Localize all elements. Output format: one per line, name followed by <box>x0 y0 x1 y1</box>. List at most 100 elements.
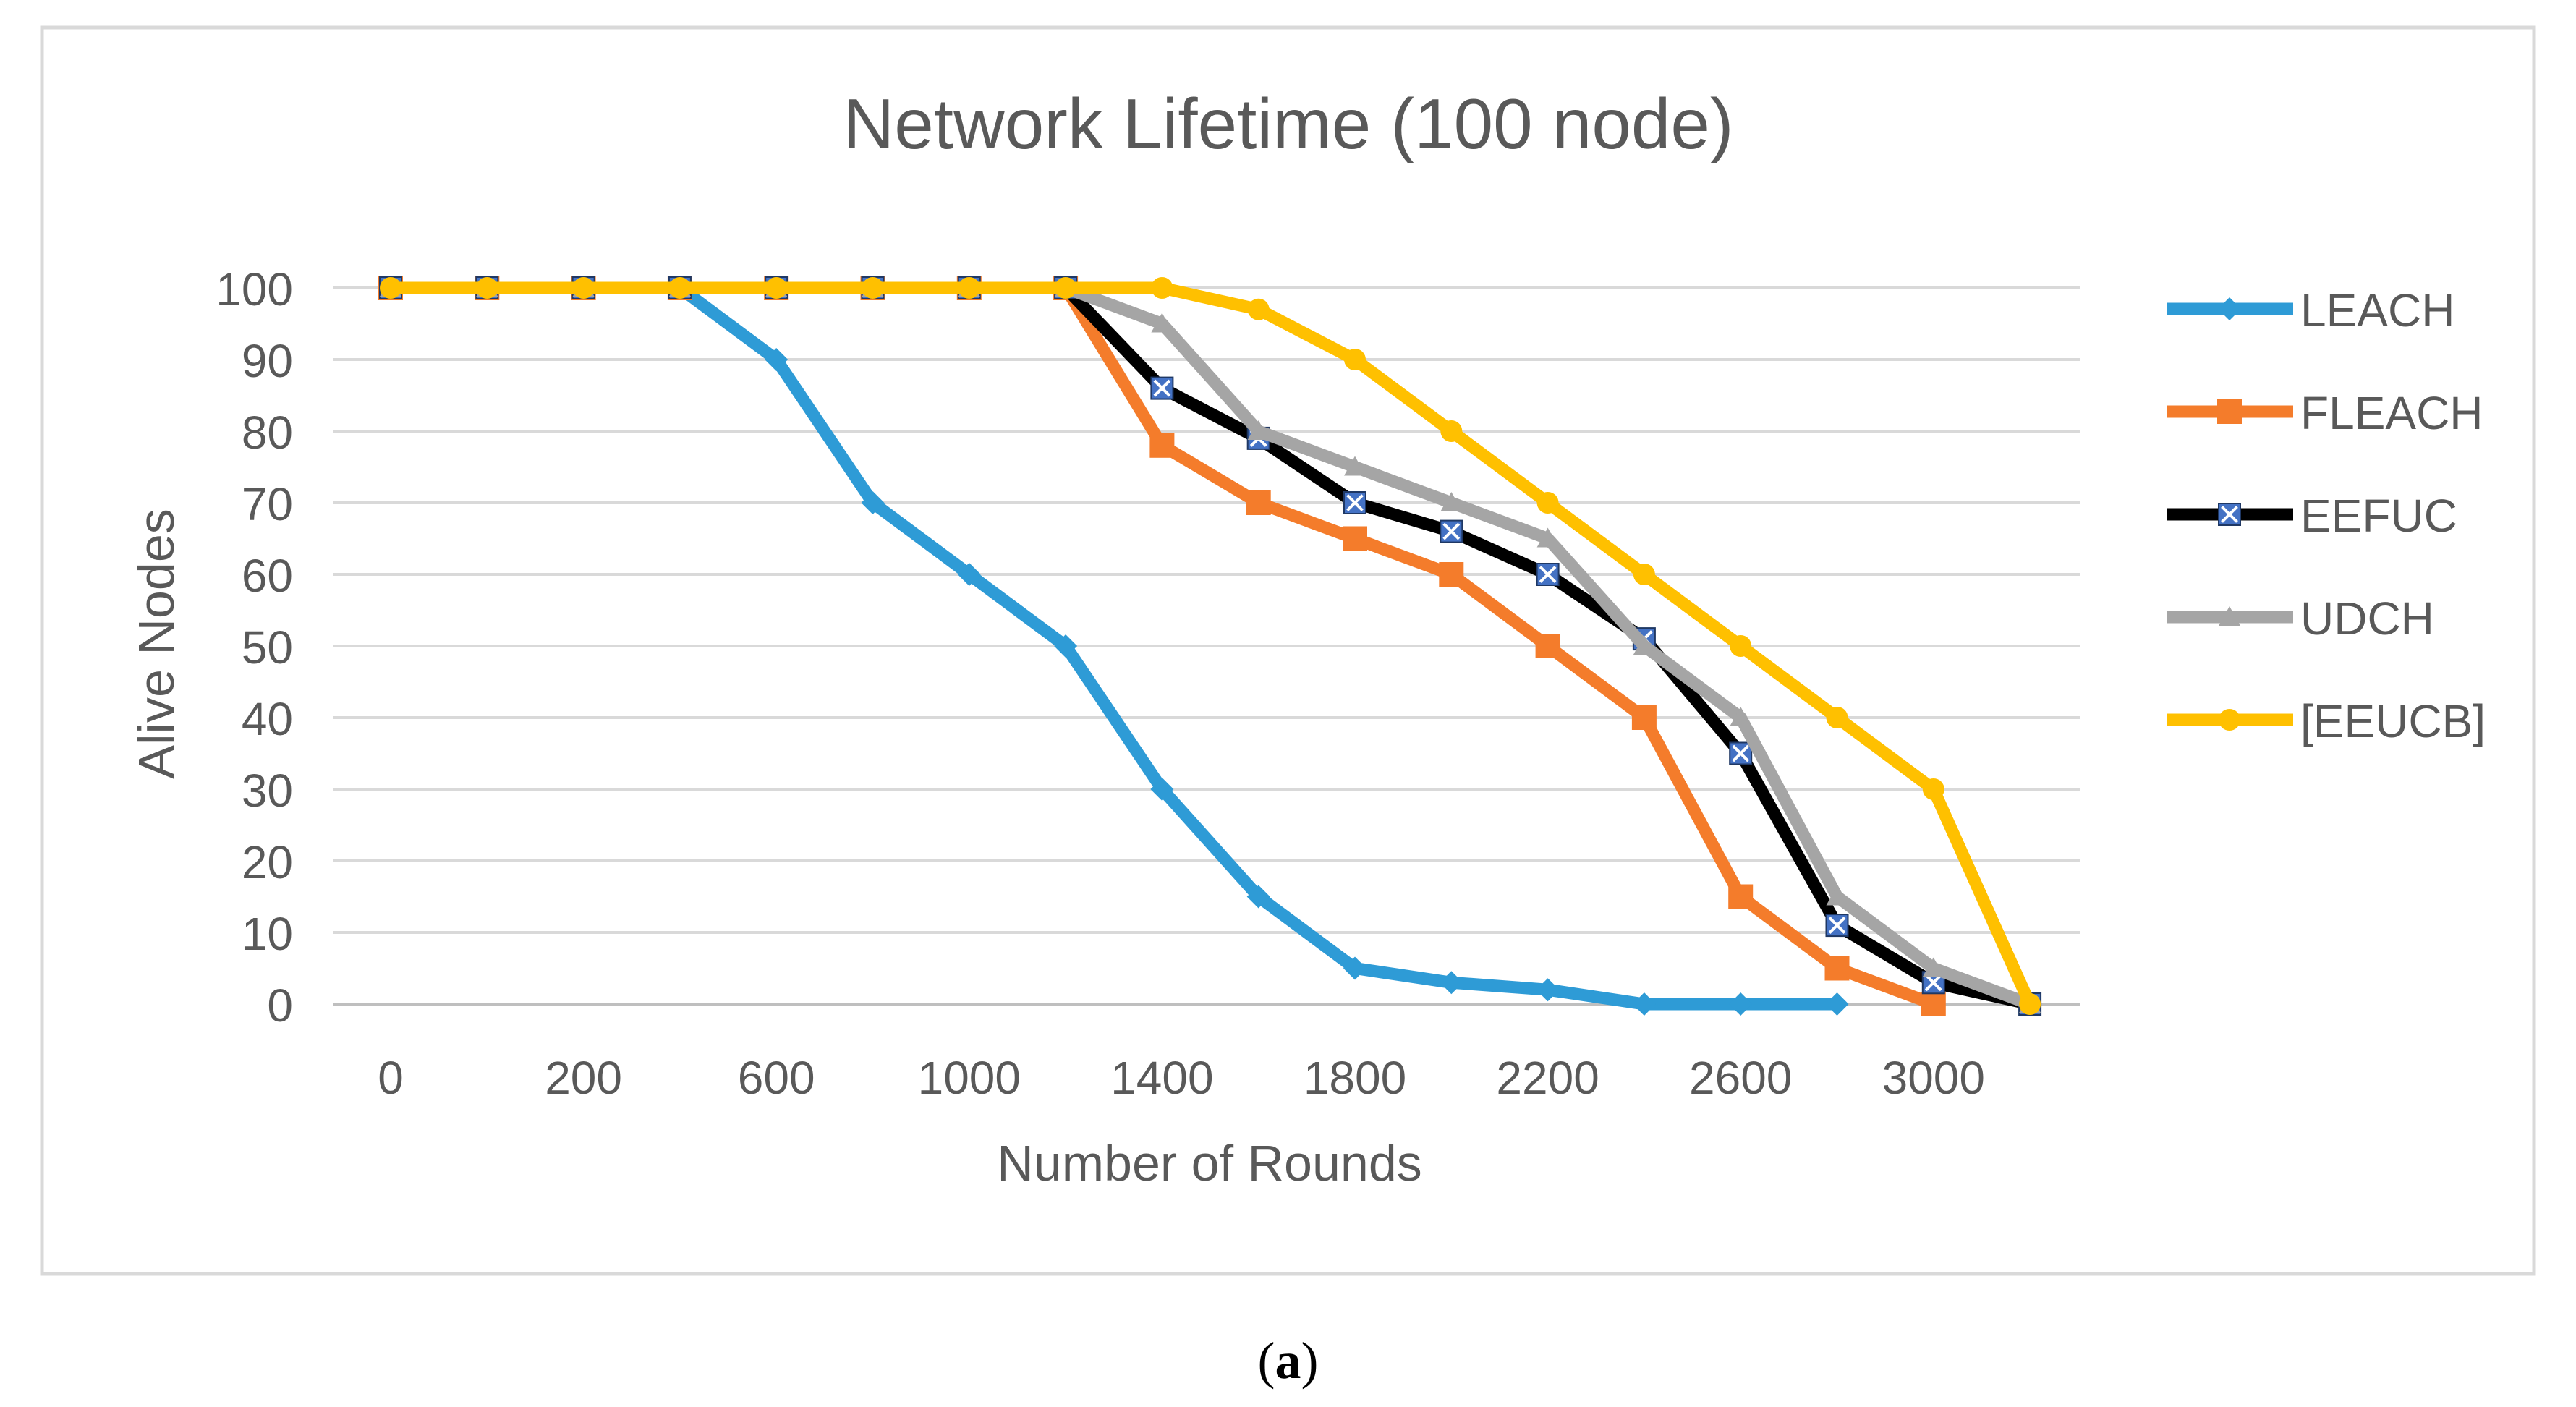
data-point-marker <box>1825 992 1849 1016</box>
figure-caption: (a) <box>0 1331 2576 1391</box>
data-point-marker <box>1343 526 1367 551</box>
x-tick-label: 2600 <box>1689 1052 1792 1104</box>
y-tick-label: 60 <box>242 550 293 602</box>
x-tick-label: 200 <box>545 1052 622 1104</box>
data-point-marker <box>862 277 884 299</box>
series-line <box>391 281 2036 1007</box>
data-point-marker <box>1440 492 1463 511</box>
data-point-marker <box>861 491 885 514</box>
data-point-marker <box>765 348 788 371</box>
data-point-marker <box>1246 490 1271 515</box>
data-point-marker <box>1728 884 1754 909</box>
data-point-marker <box>1632 992 1656 1016</box>
data-point-marker <box>765 277 788 299</box>
legend-entry: EEFUC <box>2167 490 2457 542</box>
x-tick-label: 0 <box>378 1052 404 1104</box>
y-tick-label: 70 <box>242 478 293 530</box>
y-tick-label: 10 <box>242 908 293 960</box>
x-tick-label: 1000 <box>918 1052 1021 1104</box>
data-point-marker <box>668 277 691 299</box>
data-point-marker <box>1826 885 1848 906</box>
legend-entry: UDCH <box>2167 592 2434 645</box>
y-tick-label: 100 <box>216 263 293 315</box>
legend-label: UDCH <box>2300 592 2434 645</box>
legend-label: LEACH <box>2300 284 2454 336</box>
data-point-marker <box>1922 778 1944 800</box>
data-point-marker <box>1150 376 1174 400</box>
data-point-marker <box>1921 992 1946 1016</box>
data-point-marker <box>957 563 981 586</box>
data-point-marker <box>572 277 595 299</box>
legend-entry: FLEACH <box>2167 387 2483 439</box>
data-point-marker <box>1151 277 1173 299</box>
data-point-marker <box>1246 885 1270 909</box>
data-point-marker <box>1536 978 1560 1002</box>
x-tick-label: 1400 <box>1110 1052 1213 1104</box>
caption-open-paren: ( <box>1257 1332 1275 1390</box>
data-point-marker <box>2217 399 2242 424</box>
y-tick-label: 80 <box>242 407 293 459</box>
x-axis-label: Number of Rounds <box>997 1135 1422 1191</box>
y-axis-label: Alive Nodes <box>128 509 184 779</box>
data-point-marker <box>1440 519 1463 543</box>
caption-close-paren: ) <box>1301 1332 1319 1390</box>
data-point-marker <box>1247 298 1270 320</box>
data-point-marker <box>1536 563 1560 586</box>
data-point-marker <box>1247 420 1270 440</box>
y-tick-label: 40 <box>242 693 293 745</box>
y-tick-label: 0 <box>267 979 293 1032</box>
data-point-marker <box>1150 778 1174 801</box>
data-point-marker <box>1343 956 1366 980</box>
data-point-marker <box>1631 705 1657 730</box>
y-tick-label: 30 <box>242 765 293 817</box>
data-point-marker <box>1151 313 1173 333</box>
legend-label: FLEACH <box>2300 387 2483 439</box>
data-point-marker <box>1825 914 1849 938</box>
data-point-marker <box>1536 492 1559 514</box>
legend-entry: LEACH <box>2167 284 2454 336</box>
data-point-marker <box>1344 456 1366 476</box>
x-tick-label: 1800 <box>1304 1052 1406 1104</box>
series-group <box>378 276 2042 1016</box>
data-point-marker <box>1922 957 1944 977</box>
data-point-marker <box>1536 527 1559 548</box>
data-point-marker <box>1824 956 1850 981</box>
data-point-marker <box>1633 564 1655 585</box>
data-point-marker <box>1054 634 1078 658</box>
caption-letter: a <box>1275 1332 1301 1390</box>
data-point-marker <box>2218 297 2241 320</box>
y-tick-label: 50 <box>242 621 293 673</box>
y-tick-label: 20 <box>242 836 293 888</box>
data-point-marker <box>1440 420 1463 442</box>
x-tick-label: 3000 <box>1882 1052 1985 1104</box>
data-point-marker <box>1730 635 1752 657</box>
data-point-marker <box>1730 707 1752 726</box>
chart-border <box>40 25 2536 1276</box>
data-point-marker <box>1826 707 1848 728</box>
data-point-marker <box>2019 993 2041 1015</box>
legend-label: EEFUC <box>2300 490 2457 542</box>
data-point-marker <box>2219 709 2240 731</box>
data-point-marker <box>380 277 401 299</box>
x-tick-label: 600 <box>738 1052 815 1104</box>
data-point-marker <box>1535 634 1560 658</box>
legend: LEACH FLEACH EEFUC UDCH [EEUCB] <box>2167 284 2486 747</box>
data-point-marker <box>1343 491 1366 514</box>
data-point-marker <box>1633 635 1655 655</box>
data-point-marker <box>1344 349 1366 370</box>
data-point-marker <box>2218 503 2241 526</box>
data-point-marker <box>2219 606 2240 626</box>
data-point-marker <box>1440 971 1463 995</box>
data-point-marker <box>1149 433 1175 458</box>
legend-label: [EEUCB] <box>2300 695 2486 747</box>
chart-title: Network Lifetime (100 node) <box>843 84 1733 163</box>
data-point-marker <box>1729 992 1753 1016</box>
data-point-marker <box>1729 741 1753 765</box>
data-point-marker <box>476 277 498 299</box>
data-point-marker <box>1439 562 1464 587</box>
series-eeucb <box>380 277 2041 1015</box>
y-tick-label: 90 <box>242 335 293 387</box>
legend-entry: [EEUCB] <box>2167 695 2486 747</box>
